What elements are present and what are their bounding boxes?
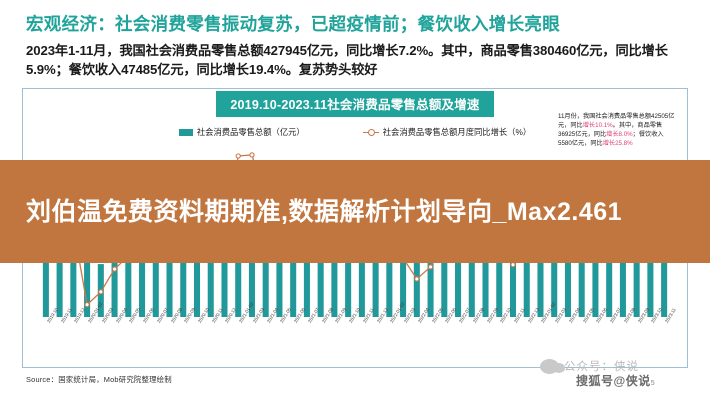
bar-24 (372, 234, 379, 317)
overlay-banner-text: 刘伯温免费资料期期准,数据解析计划导向_Max2.461 (26, 197, 623, 226)
bar-27 (413, 258, 420, 317)
bar-45 (661, 231, 668, 317)
bar-6 (125, 253, 132, 317)
bar-9 (166, 249, 173, 317)
line-point-4 (98, 289, 104, 295)
line-point-5 (111, 266, 118, 272)
chart-title: 2019.10-2023.11社会消费品零售总额及增速 (216, 91, 494, 117)
bar-40 (592, 237, 599, 317)
bar-5 (111, 260, 118, 317)
legend-item-bar: 社会消费品零售总额（亿元） (178, 126, 305, 138)
line-point-3 (84, 302, 90, 308)
annotation-line-4c: ；餐饮收入5580亿元，同 (558, 130, 664, 147)
chart-source: Source：国家统计局，Mob研究院整理绘制 (26, 375, 172, 384)
annotation-line-3a: 中，商品零售36925亿元，同比 (558, 121, 663, 138)
bar-28 (427, 249, 434, 317)
bar-22 (345, 236, 352, 317)
bar-44 (647, 230, 654, 317)
bar-3 (84, 212, 91, 317)
bar-7 (139, 249, 146, 317)
watermark-sohu: 搜狐号@侠说5 (576, 372, 655, 389)
annotation-line-5a: 比 (596, 139, 603, 147)
legend-bar-label: 社会消费品零售总额（亿元） (196, 127, 305, 137)
chart-title-wrap: 2019.10-2023.11社会消费品零售总额及增速 (23, 91, 687, 117)
bar-16 (262, 250, 269, 317)
bar-20 (317, 248, 324, 317)
legend-item-line: 社会消费品零售总额月度同比增长（%） (362, 126, 532, 138)
page-subtitle: 2023年1-11月，我国社会消费品零售总额427945亿元，同比增长7.2%。… (26, 42, 668, 78)
bar-26 (400, 248, 407, 317)
bar-35 (523, 235, 530, 317)
chart-annotation: 11月份，我国社会消费品零售总额42505亿元，同比增长10.1%。其中，商品零… (556, 111, 678, 151)
line-point-27 (414, 276, 420, 282)
bar-17 (276, 245, 283, 317)
overlay-banner: 刘伯温免费资料期期准,数据解析计划导向_Max2.461 (0, 160, 710, 263)
bar-19 (303, 247, 310, 317)
bar-41 (606, 243, 613, 317)
bar-8 (152, 252, 159, 317)
watermark-sohu-label: 搜狐号@侠说 (576, 374, 651, 388)
bar-11 (193, 239, 201, 317)
bar-32 (482, 241, 489, 317)
bar-12 (207, 237, 214, 317)
annotation-growth-3: 增长25.8% (602, 139, 633, 147)
bar-33 (496, 236, 503, 317)
bar-15 (248, 246, 255, 317)
bar-0 (42, 240, 49, 317)
bar-18 (290, 241, 297, 317)
annotation-growth-2: 长8.0% (612, 130, 633, 138)
annotation-line-1: 11月份，我国社会消费品零售总额 (558, 113, 652, 120)
chart-svg (42, 152, 668, 317)
bar-13 (221, 235, 228, 317)
bar-10 (180, 246, 187, 317)
line-point-14 (235, 153, 241, 159)
bar-29 (441, 239, 448, 317)
bar-21 (331, 243, 338, 317)
line-point-28 (427, 264, 434, 270)
bar-42 (619, 241, 626, 317)
chart-x-axis: 2019.10 2019.11 2019.12 2020.01-02 2020.03 20… (31, 301, 679, 355)
legend-line-swatch-icon (362, 129, 379, 136)
bar-1 (56, 240, 63, 317)
bar-31 (468, 244, 475, 317)
bar-37 (551, 241, 558, 317)
bar-39 (578, 241, 585, 317)
annotation-line-2a: 42505亿元，同比 (558, 113, 675, 129)
annotation-growth-1: 增长10.1% (582, 121, 613, 129)
header: 宏观经济：社会消费零售振动复苏，已超疫情前；餐饮收入增长亮眼 2023年1-11… (0, 0, 710, 79)
annotation-line-2c: 。其 (612, 121, 626, 129)
bar-2 (70, 239, 77, 317)
chart-legend: 社会消费品零售总额（亿元） 社会消费品零售总额月度同比增长（%） (23, 126, 687, 138)
line-point-34 (510, 262, 516, 268)
line-point-15 (249, 152, 255, 158)
page-title: 宏观经济：社会消费零售振动复苏，已超疫情前；餐饮收入增长亮眼 (26, 14, 560, 34)
bar-34 (509, 239, 517, 317)
bar-38 (564, 247, 571, 317)
legend-bar-swatch-icon (178, 128, 193, 136)
bar-30 (455, 245, 462, 317)
legend-line-label: 社会消费品零售总额月度同比增长（%） (382, 127, 532, 137)
watermark-sohu-suffix: 5 (650, 380, 656, 387)
bar-23 (358, 234, 365, 317)
chart-plot-area (31, 137, 679, 319)
annotation-line-3b: 增 (606, 130, 613, 138)
bar-43 (633, 237, 640, 317)
